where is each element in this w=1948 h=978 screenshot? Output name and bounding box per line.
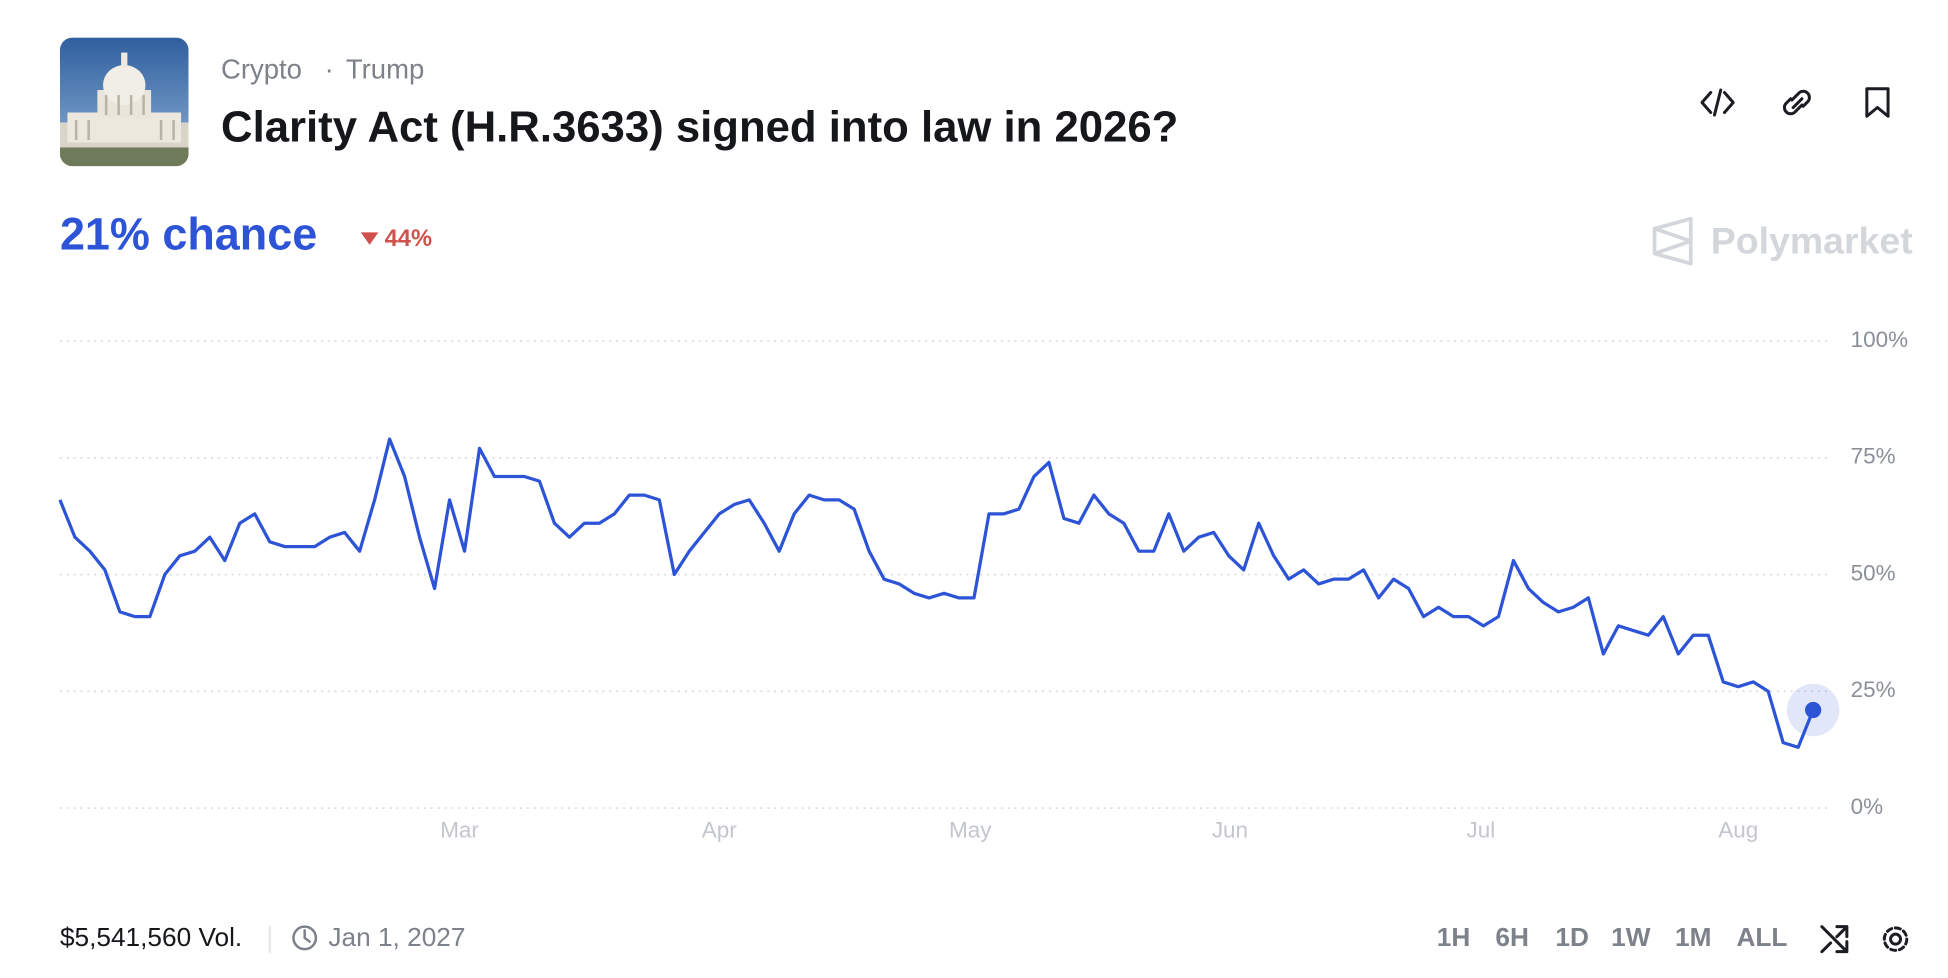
x-tick-label: Jul (1467, 818, 1496, 843)
x-tick-label: Aug (1718, 818, 1758, 843)
range-button[interactable]: 1M (1675, 922, 1711, 952)
current-point (1805, 701, 1822, 719)
price-line (58, 437, 1815, 749)
x-tick-label: Jun (1212, 818, 1248, 843)
tag[interactable]: Crypto (221, 54, 302, 85)
y-tick-label: 75% (1851, 444, 1896, 469)
clock-icon (292, 925, 318, 951)
change-arrow (360, 232, 379, 245)
range-button[interactable]: 1W (1611, 922, 1651, 952)
market-image (59, 37, 189, 167)
y-tick-label: 0% (1851, 794, 1883, 819)
link-button[interactable] (1782, 89, 1811, 116)
shuffle-button[interactable] (1820, 925, 1849, 954)
bookmark-button[interactable] (1865, 87, 1890, 118)
end-date: Jan 1, 2027 (328, 922, 465, 952)
range-button[interactable]: 1H (1437, 922, 1471, 952)
x-tick-label: May (949, 818, 992, 843)
range-selector: 1H 6H 1D 1W 1M ALL (1437, 922, 1788, 952)
brand-logo (1652, 216, 1693, 266)
tag[interactable]: Trump (346, 54, 424, 85)
y-tick-label: 100% (1851, 327, 1908, 352)
range-button[interactable]: ALL (1736, 922, 1787, 952)
chart: 0% 25% 50% 75% 100% Mar Apr May Jun Jul Aug (58, 327, 1908, 843)
chance: 21% chance (60, 208, 317, 259)
y-tick-label: 25% (1851, 677, 1896, 702)
range-button[interactable]: 6H (1495, 922, 1529, 952)
range-button[interactable]: 1D (1555, 922, 1589, 952)
x-tick-label: Mar (440, 818, 479, 843)
embed-button[interactable] (1700, 88, 1735, 117)
market-title: Clarity Act (H.R.3633) signed into law i… (221, 103, 1178, 152)
brand: Polymarket (1711, 220, 1913, 262)
x-tick-label: Apr (702, 818, 737, 843)
separator: · (325, 54, 334, 85)
settings-button[interactable] (1882, 926, 1909, 952)
volume: $5,541,560 Vol. (60, 922, 242, 952)
change: 44% (385, 226, 432, 252)
y-tick-label: 50% (1851, 560, 1896, 585)
